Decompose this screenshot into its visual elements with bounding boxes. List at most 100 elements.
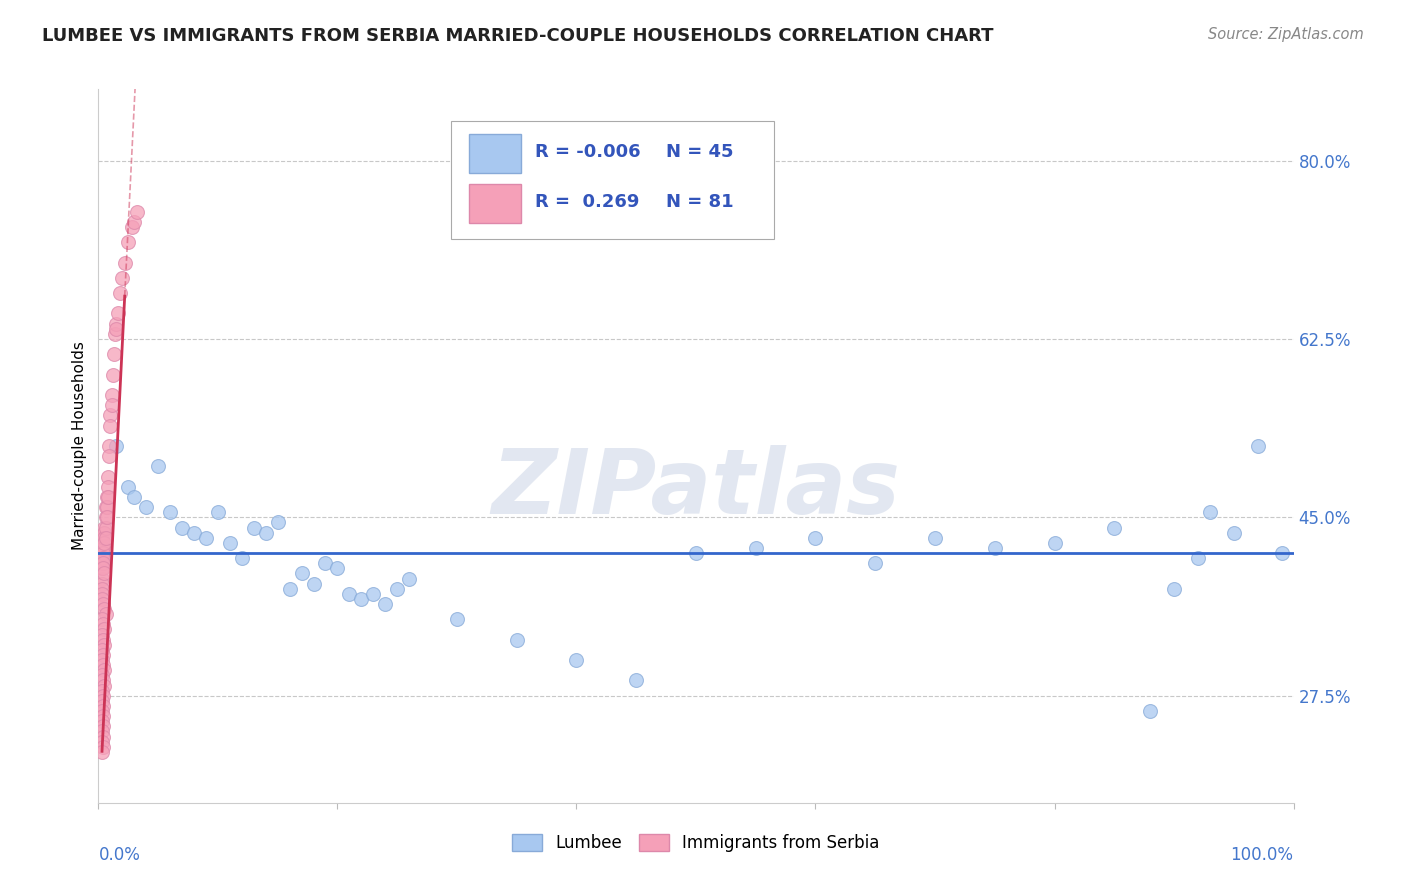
Point [91,591,114,606]
Point [96,500,118,515]
Point [98,409,122,423]
Point [125,204,148,219]
Point [91,597,114,611]
Point [91,704,114,718]
Point [93,566,115,581]
Point [94,520,117,534]
Point [91,576,114,591]
Point [984,541,1007,555]
FancyBboxPatch shape [470,134,522,173]
Point [183,525,205,540]
Point [315,556,337,570]
FancyBboxPatch shape [470,184,522,223]
Point [350,591,373,606]
Point [91,673,114,688]
Point [924,531,946,545]
Point [93,531,115,545]
Point [91,536,114,550]
Point [326,561,349,575]
Point [91,561,114,575]
Point [219,536,242,550]
Point [506,632,529,647]
Point [97,490,120,504]
Text: N = 81: N = 81 [666,193,734,211]
Point [1043,536,1066,550]
Point [398,572,420,586]
Point [254,525,277,540]
Point [93,679,115,693]
Point [124,490,146,504]
Point [91,745,114,759]
Text: R =  0.269: R = 0.269 [534,193,638,211]
Point [91,612,114,626]
Point [105,322,128,336]
Point [100,398,122,412]
Point [91,668,114,682]
FancyBboxPatch shape [451,121,773,239]
Point [91,653,114,667]
Point [100,388,122,402]
Point [91,719,114,733]
Point [107,306,129,320]
Point [91,709,114,723]
Point [121,219,143,234]
Legend: Lumbee, Immigrants from Serbia: Lumbee, Immigrants from Serbia [506,827,886,859]
Text: R = -0.006: R = -0.006 [534,143,640,161]
Point [91,531,114,545]
Point [302,576,325,591]
Point [1139,704,1161,718]
Point [91,632,114,647]
Point [91,556,114,570]
Point [98,449,121,463]
Point [1187,551,1209,566]
Text: Source: ZipAtlas.com: Source: ZipAtlas.com [1208,27,1364,42]
Point [117,235,139,249]
Point [91,541,114,555]
Text: LUMBEE VS IMMIGRANTS FROM SERBIA MARRIED-COUPLE HOUSEHOLDS CORRELATION CHART: LUMBEE VS IMMIGRANTS FROM SERBIA MARRIED… [42,27,994,45]
Point [91,730,114,744]
Point [91,734,114,748]
Point [159,505,181,519]
Point [98,439,121,453]
Point [93,520,115,534]
Point [91,724,114,739]
Point [804,531,827,545]
Point [104,326,127,341]
Point [685,546,707,560]
Point [98,418,122,433]
Point [267,516,290,530]
Point [565,653,588,667]
Point [101,368,124,382]
Point [385,582,409,596]
Point [94,607,117,622]
Point [91,714,114,729]
Point [91,551,114,566]
Point [231,551,253,566]
Point [91,739,114,754]
Point [93,536,115,550]
Point [91,698,114,713]
Point [1271,546,1294,560]
Point [105,439,128,453]
Point [91,658,114,673]
Point [105,317,128,331]
Point [1247,439,1270,453]
Text: 100.0%: 100.0% [1230,846,1294,863]
Point [91,643,114,657]
Point [91,582,114,596]
Point [93,623,115,637]
Point [446,612,468,626]
Point [195,531,218,545]
Y-axis label: Married-couple Households: Married-couple Households [72,342,87,550]
Point [91,689,114,703]
Point [93,602,115,616]
Point [93,638,115,652]
Point [243,520,266,534]
Point [91,617,114,632]
Point [1223,525,1246,540]
Point [117,480,139,494]
Point [91,627,114,641]
Point [124,215,146,229]
Text: N = 45: N = 45 [666,143,734,161]
Point [91,694,114,708]
